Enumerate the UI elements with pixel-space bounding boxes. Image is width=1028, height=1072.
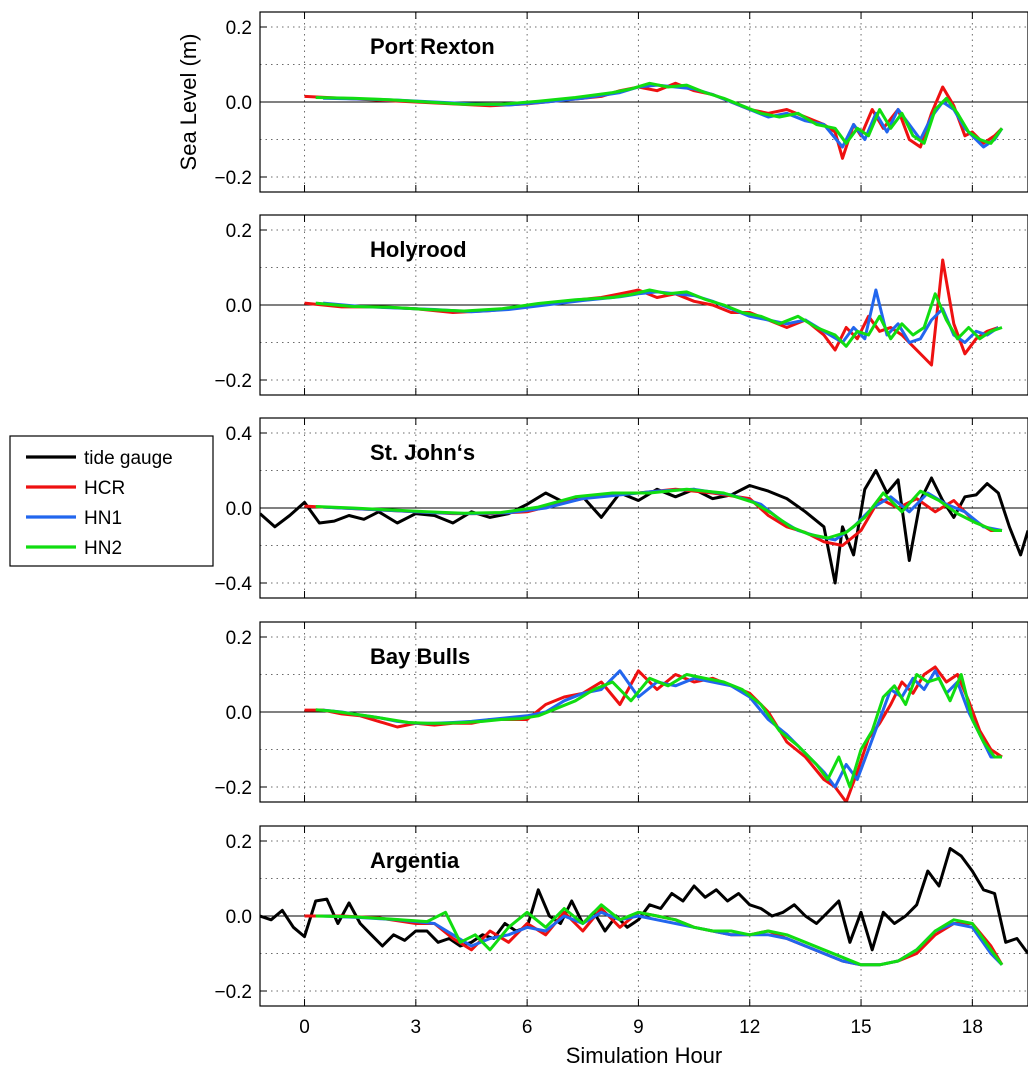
series-line-hn2 xyxy=(315,673,1002,789)
y-tick-label: 0.0 xyxy=(226,93,252,114)
legend-item-hn1: HN1 xyxy=(26,508,122,529)
y-tick-label: 0.0 xyxy=(226,499,252,520)
y-tick-label: −0.2 xyxy=(214,778,252,799)
x-tick-label: 18 xyxy=(962,1017,983,1038)
panel-bay-bulls: 0.2 0.0 −0.2 Bay Bulls xyxy=(214,621,1028,803)
y-tick-label: 0.2 xyxy=(226,18,252,39)
panel-argentia: 0.2 0.0 −0.2 Argentia 0 3 6 9 12 15 18 xyxy=(214,825,1028,1038)
x-tick-label: 6 xyxy=(522,1017,533,1038)
panel-title: Holyrood xyxy=(370,237,467,262)
y-tick-label: 0.2 xyxy=(226,832,252,853)
y-tick-label: 0.0 xyxy=(226,296,252,317)
panel-st-john-s: 0.4 0.0 −0.4 St. John‘s xyxy=(214,417,1028,599)
x-axis-label: Simulation Hour xyxy=(566,1043,723,1068)
y-tick-label: −0.2 xyxy=(214,168,252,189)
series-line-hn2 xyxy=(315,81,1004,145)
legend-label: HCR xyxy=(84,478,125,499)
y-tick-label: 0.4 xyxy=(226,424,253,445)
panel-frame xyxy=(259,11,1028,193)
legend-item-tide-gauge: tide gauge xyxy=(26,448,173,469)
y-tick-label: 0.2 xyxy=(226,221,252,242)
legend: tide gauge HCR HN1 HN2 xyxy=(9,435,214,567)
x-tick-label: 0 xyxy=(299,1017,310,1038)
panel-port-rexton: 0.2 0.0 −0.2 Port Rexton xyxy=(214,11,1028,193)
y-tick-label: −0.4 xyxy=(214,574,252,595)
panel-frame xyxy=(259,417,1028,599)
y-tick-label: 0.0 xyxy=(226,907,252,928)
panel-holyrood: 0.2 0.0 −0.2 Holyrood xyxy=(214,214,1028,396)
x-tick-label: 12 xyxy=(739,1017,760,1038)
panel-title: Port Rexton xyxy=(370,34,495,59)
panel-frame xyxy=(259,621,1028,803)
series-line-tide-gauge xyxy=(260,469,1028,585)
legend-label: tide gauge xyxy=(84,448,173,469)
y-tick-label: −0.2 xyxy=(214,371,252,392)
x-tick-label: 15 xyxy=(850,1017,871,1038)
x-tick-label: 3 xyxy=(411,1017,422,1038)
legend-label: HN2 xyxy=(84,538,122,559)
legend-label: HN1 xyxy=(84,508,122,529)
panel-frame xyxy=(259,825,1028,1007)
series-line-hn2 xyxy=(315,487,1002,540)
series-line-hn1 xyxy=(322,288,1000,344)
panel-frame xyxy=(259,214,1028,396)
series-line-hn2 xyxy=(315,903,1004,967)
y-tick-label: 0.0 xyxy=(226,703,252,724)
legend-item-hn2: HN2 xyxy=(26,538,122,559)
series-line-hn2 xyxy=(315,288,1003,348)
panel-title: St. John‘s xyxy=(370,440,475,465)
legend-item-hcr: HCR xyxy=(26,478,125,499)
y-tick-label: 0.2 xyxy=(226,628,252,649)
panel-title: Bay Bulls xyxy=(370,644,470,669)
y-axis-label: Sea Level (m) xyxy=(176,34,201,171)
x-tick-label: 9 xyxy=(633,1017,644,1038)
panel-title: Argentia xyxy=(370,848,460,873)
y-tick-label: −0.2 xyxy=(214,982,252,1003)
